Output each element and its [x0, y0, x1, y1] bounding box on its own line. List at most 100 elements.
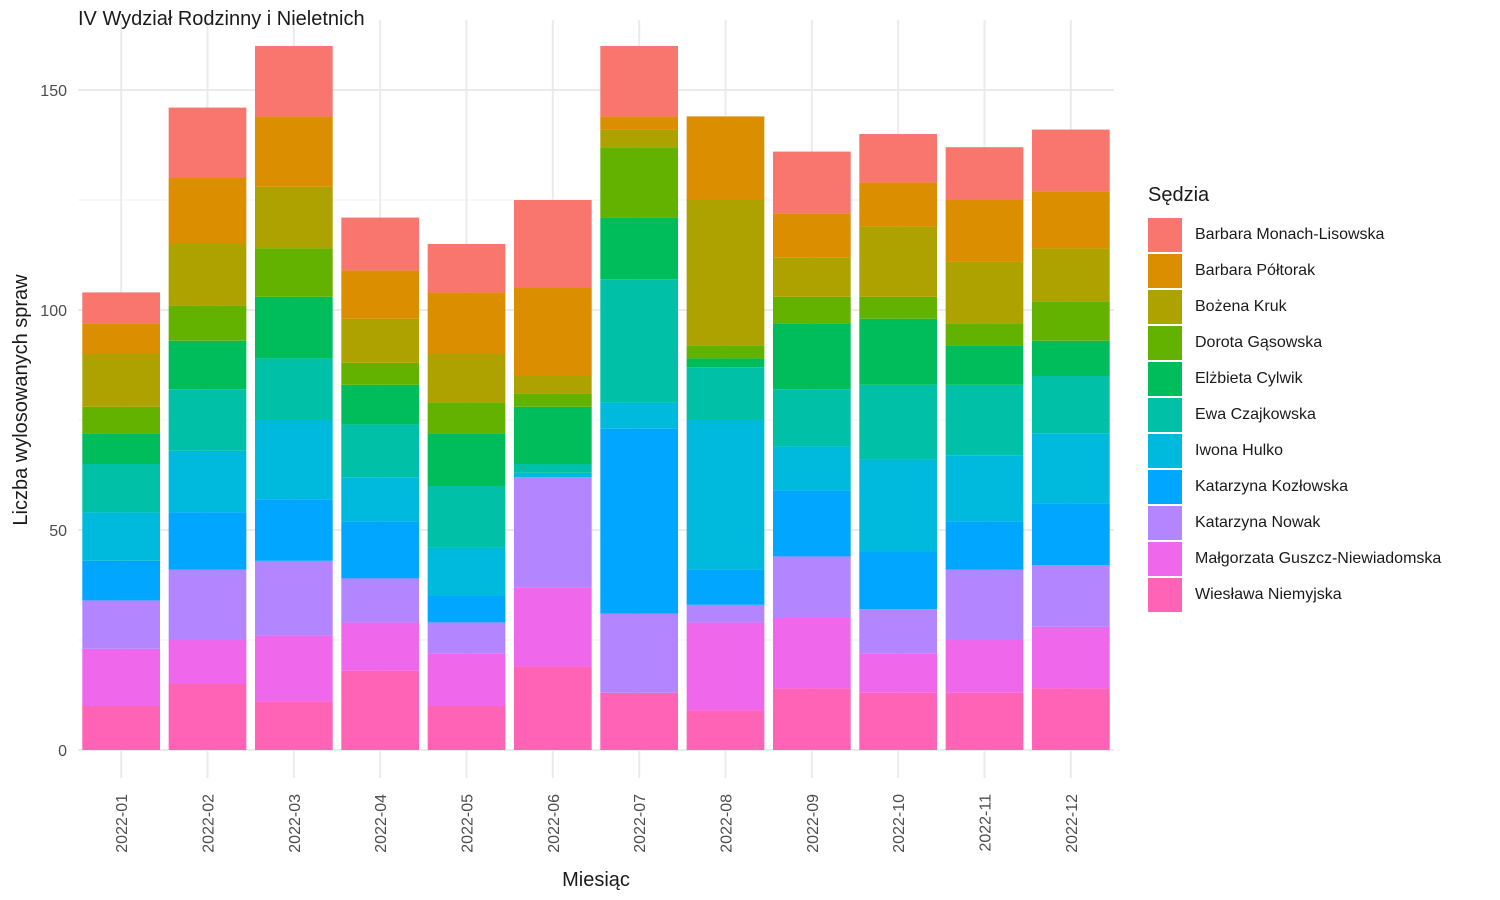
bar-segment — [427, 292, 506, 354]
bar-segment — [82, 323, 161, 354]
bar-segment — [82, 433, 161, 464]
bar-segment — [1031, 565, 1110, 627]
y-tick-label: 100 — [40, 303, 67, 320]
bar-segment — [772, 151, 851, 214]
bar-segment — [859, 134, 938, 183]
bar-segment — [772, 323, 851, 390]
bar-segment — [1031, 301, 1110, 341]
bar-segment — [945, 147, 1024, 200]
bar-segment — [600, 46, 679, 117]
legend-item: Barbara Monach-Lisowska — [1148, 217, 1384, 253]
bar-segment — [600, 692, 679, 750]
bar-segment — [254, 420, 333, 500]
axes: 0 50 100 150 2022-01 2022-02 2022-03 2022-04 202… — [40, 83, 1081, 853]
bar-segment — [945, 692, 1024, 750]
bar-segment — [600, 116, 679, 130]
legend-item: Wiesława Niemyjska — [1148, 577, 1342, 613]
bar-segment — [772, 389, 851, 447]
bar-segment — [427, 433, 506, 486]
chart-title: IV Wydział Rodzinny i Nieletnich — [78, 8, 365, 30]
bar-segment — [772, 556, 851, 618]
bar-segment — [1031, 688, 1110, 750]
bar-segment — [686, 367, 765, 420]
legend-label: Elżbieta Cylwik — [1195, 370, 1303, 387]
bar-segment — [945, 261, 1024, 324]
bar-segment — [168, 640, 247, 684]
bar-segment — [686, 710, 765, 750]
bar-segment — [600, 428, 679, 614]
bar-segment — [82, 560, 161, 601]
legend-swatch — [1148, 506, 1182, 540]
bar-segment — [427, 653, 506, 706]
legend-label: Barbara Półtorak — [1195, 262, 1316, 279]
bar-segment — [513, 472, 592, 478]
bar-segment — [168, 569, 247, 640]
bar-segment — [82, 600, 161, 649]
bar-segment — [1031, 248, 1110, 302]
bar-segment — [772, 490, 851, 557]
x-tick-label: 2022-11 — [978, 794, 995, 852]
bar-segment — [341, 217, 420, 271]
legend-item: Małgorzata Guszcz-Niewiadomska — [1148, 541, 1441, 577]
legend-item: Katarzyna Nowak — [1148, 505, 1320, 541]
legend-item: Barbara Półtorak — [1148, 253, 1315, 289]
legend-swatch — [1148, 254, 1182, 288]
legend-label: Katarzyna Nowak — [1195, 514, 1321, 531]
bar-segment — [341, 384, 420, 425]
bar-segment — [945, 384, 1024, 456]
bar-segment — [168, 244, 247, 306]
bar-segment — [168, 684, 247, 750]
bar-segment — [82, 406, 161, 434]
bar-segment — [945, 455, 1024, 522]
bar-segment — [254, 560, 333, 636]
bar-segment — [427, 244, 506, 293]
x-tick-label: 2022-08 — [719, 794, 736, 853]
bar-segment — [513, 464, 592, 473]
bar-segment — [600, 279, 679, 403]
bar-segment — [168, 340, 247, 390]
legend-label: Ewa Czajkowska — [1195, 406, 1316, 423]
y-axis-label: Liczba wylosowanych spraw — [10, 274, 32, 526]
legend-label: Małgorzata Guszcz-Niewiadomska — [1195, 550, 1442, 567]
legend-swatch — [1148, 542, 1182, 576]
bar-segment — [513, 288, 592, 376]
bar-segment — [859, 653, 938, 693]
y-tick-label: 150 — [40, 83, 67, 100]
legend-label: Bożena Kruk — [1195, 298, 1287, 315]
x-tick-label: 2022-04 — [373, 794, 390, 853]
bar-segment — [168, 178, 247, 244]
bar-segment — [513, 587, 592, 667]
bar-segment — [168, 107, 247, 178]
x-tick-label: 2022-07 — [632, 794, 649, 853]
legend-swatch — [1148, 398, 1182, 432]
bar-segment — [1031, 129, 1110, 192]
bar-segment — [82, 512, 161, 561]
legend-item: Katarzyna Kozłowska — [1148, 469, 1348, 505]
bar-segment — [945, 200, 1024, 262]
bar-segment — [82, 648, 161, 706]
bar-segment — [82, 354, 161, 407]
bar-segment — [859, 226, 938, 297]
bar-segment — [341, 424, 420, 478]
bar-segment — [254, 116, 333, 187]
bar-segment — [341, 670, 420, 750]
bar-segment — [600, 217, 679, 280]
legend-item: Ewa Czajkowska — [1148, 397, 1316, 433]
bar-segment — [945, 640, 1024, 693]
bar-segment — [341, 622, 420, 671]
bar-segment — [513, 406, 592, 464]
bar-segment — [600, 402, 679, 429]
bar-segment — [341, 477, 420, 522]
bar-segment — [513, 477, 592, 588]
legend-swatch — [1148, 326, 1182, 360]
legend-swatch — [1148, 362, 1182, 396]
bar-segment — [513, 200, 592, 288]
bars — [82, 46, 1110, 750]
legend-swatch — [1148, 434, 1182, 468]
bar-segment — [772, 213, 851, 258]
bar-segment — [341, 521, 420, 579]
bar-segment — [254, 701, 333, 750]
x-tick-label: 2022-01 — [114, 794, 131, 853]
legend-swatch — [1148, 578, 1182, 612]
